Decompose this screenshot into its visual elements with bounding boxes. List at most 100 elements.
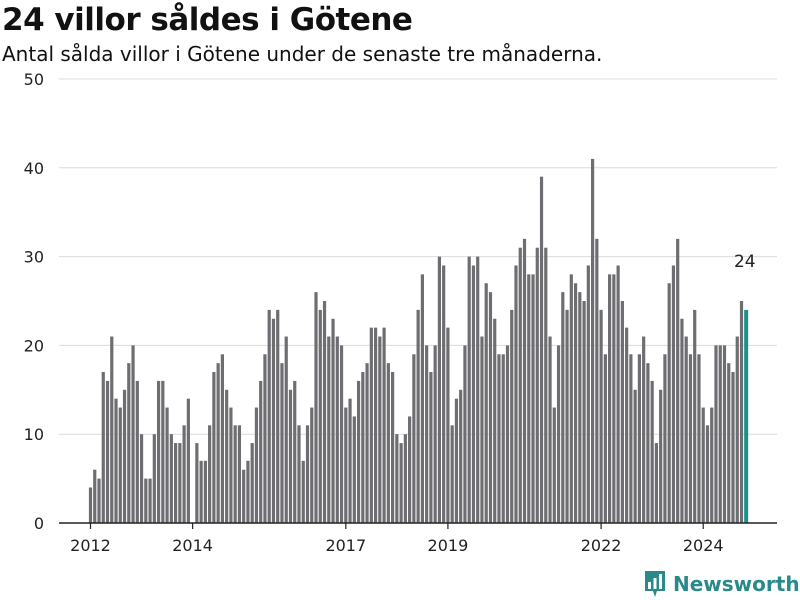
bar	[127, 363, 131, 523]
bar	[595, 238, 599, 523]
bar	[203, 460, 207, 523]
bar	[514, 265, 518, 523]
bar	[446, 327, 450, 523]
bar	[493, 318, 497, 523]
bar	[731, 372, 735, 523]
bar	[339, 345, 344, 523]
y-tick-label: 50	[24, 70, 44, 89]
bar	[659, 389, 663, 523]
bar	[161, 380, 165, 523]
bar	[497, 354, 501, 523]
bar	[288, 389, 293, 523]
bar	[722, 345, 727, 523]
bar	[735, 336, 739, 523]
bar	[395, 434, 399, 523]
bar	[331, 318, 335, 523]
bar	[556, 345, 561, 523]
bar	[642, 336, 646, 523]
bar	[229, 407, 233, 523]
bar	[450, 425, 454, 523]
bar	[573, 283, 578, 523]
bar	[684, 336, 688, 523]
bar	[650, 380, 654, 523]
x-tick-label: 2019	[428, 536, 469, 555]
bar	[667, 283, 671, 523]
bar	[152, 434, 156, 523]
bar	[186, 398, 190, 523]
x-tick-label: 2024	[683, 536, 724, 555]
bar	[212, 372, 216, 523]
bar	[718, 345, 722, 523]
x-tick-label: 2014	[172, 536, 213, 555]
bar	[101, 372, 105, 523]
y-tick-label: 30	[24, 248, 44, 267]
bar	[429, 372, 433, 523]
bar	[705, 425, 710, 523]
bar	[335, 336, 339, 523]
bar	[522, 238, 527, 523]
bar	[714, 345, 718, 523]
bar	[403, 434, 407, 523]
bar	[237, 425, 242, 523]
bar	[518, 247, 522, 523]
bar-chart-logo-icon	[645, 571, 665, 597]
bar	[178, 443, 182, 523]
bar	[476, 256, 480, 523]
bar	[284, 336, 288, 523]
bar	[305, 425, 310, 523]
bar	[208, 425, 212, 523]
brand-logo: Newsworthy	[643, 569, 800, 599]
bar	[356, 380, 361, 523]
bar	[408, 416, 412, 523]
bar	[144, 478, 148, 523]
y-tick-label: 40	[24, 159, 44, 178]
bar	[590, 158, 595, 524]
bar	[280, 363, 284, 523]
bar	[195, 443, 199, 523]
bar	[293, 380, 297, 523]
bar	[535, 247, 539, 523]
bar	[505, 345, 510, 523]
bar	[267, 309, 271, 523]
bar	[220, 354, 225, 523]
bar	[629, 354, 633, 523]
bar	[510, 309, 514, 523]
bar	[399, 443, 403, 523]
bar	[739, 301, 744, 523]
bar	[612, 274, 616, 523]
bar	[569, 274, 573, 523]
bar	[671, 265, 676, 523]
bar	[216, 363, 220, 523]
bar	[110, 336, 114, 523]
bar	[344, 407, 348, 523]
bar	[97, 478, 101, 523]
bar	[199, 460, 203, 523]
bar	[480, 336, 484, 523]
bar	[701, 407, 705, 523]
bar	[382, 327, 386, 523]
bar	[314, 292, 318, 523]
bar	[710, 407, 714, 523]
bar	[246, 460, 250, 523]
bar	[114, 398, 118, 523]
bar	[680, 318, 684, 523]
bar	[578, 292, 582, 523]
x-tick-label: 2017	[325, 536, 366, 555]
bar	[263, 354, 267, 523]
bar	[348, 398, 352, 523]
bar	[169, 434, 173, 523]
bar	[637, 354, 641, 523]
bar	[165, 407, 169, 523]
bar	[552, 407, 556, 523]
bar	[471, 265, 476, 523]
bar	[93, 469, 97, 523]
bar	[391, 372, 395, 523]
x-tick-label: 2012	[70, 536, 111, 555]
bar	[310, 407, 314, 523]
bar	[174, 443, 178, 523]
bar	[412, 354, 416, 523]
bar	[322, 301, 327, 523]
y-tick-label: 0	[34, 514, 44, 533]
bar	[586, 265, 590, 523]
